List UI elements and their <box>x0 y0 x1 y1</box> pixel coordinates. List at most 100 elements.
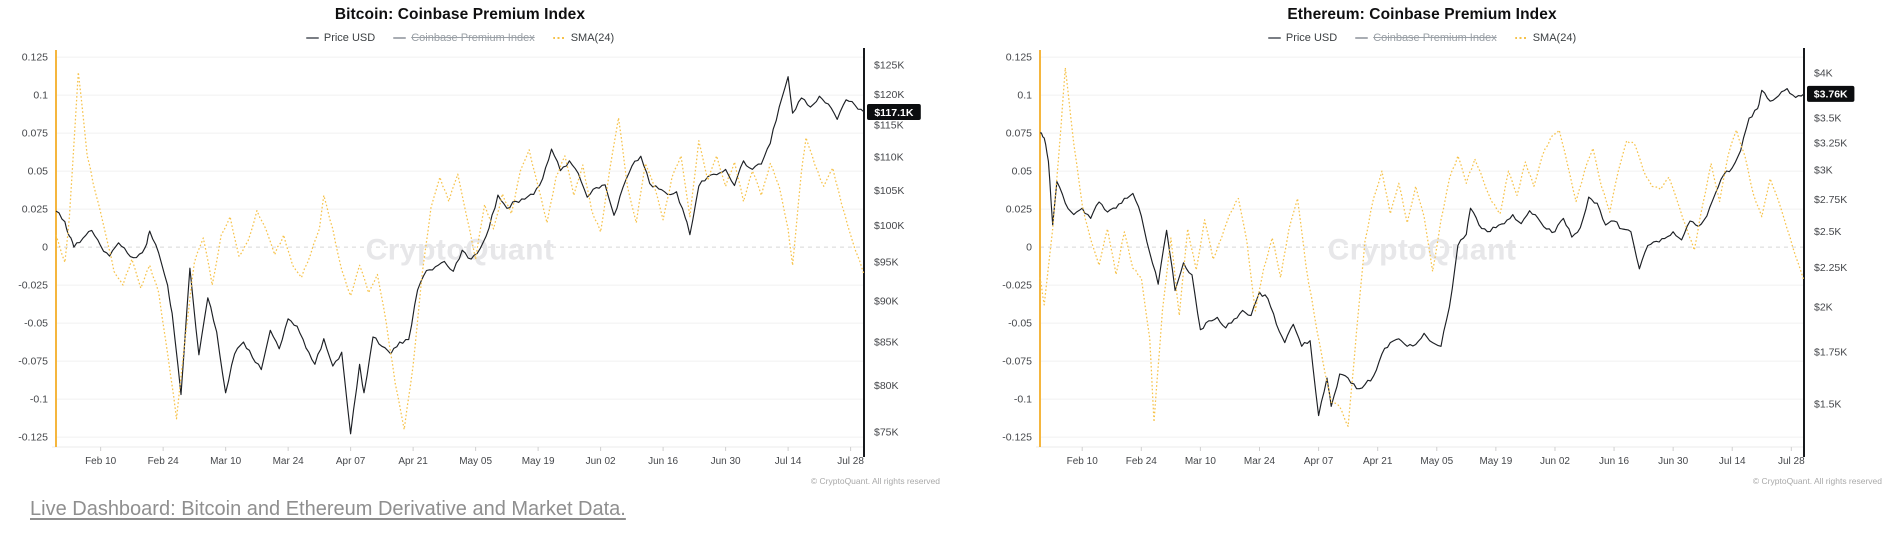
x-tick-label: Feb 24 <box>148 456 180 467</box>
premium-tick-label: -0.025 <box>1002 280 1032 292</box>
premium-tick-label: 0.025 <box>22 204 48 216</box>
watermark-text: CryptoQuant <box>1328 234 1517 267</box>
price-tick-label: $105K <box>874 185 904 197</box>
premium-tick-label: 0 <box>1026 242 1032 254</box>
price-usd-line[interactable] <box>55 76 865 435</box>
price-tick-label: $110K <box>874 151 904 163</box>
premium-tick-label: -0.05 <box>24 318 48 330</box>
x-tick-label: Feb 10 <box>1067 456 1099 467</box>
x-tick-label: Mar 10 <box>210 456 242 467</box>
price-badge <box>867 103 921 120</box>
price-tick-label: $1.75K <box>1814 347 1847 359</box>
x-tick-label: Jun 16 <box>648 456 678 467</box>
live-dashboard-link[interactable]: Live Dashboard: Bitcoin and Ethereum Der… <box>30 498 626 520</box>
x-tick-label: May 05 <box>459 456 492 467</box>
x-tick-label: May 19 <box>522 456 555 467</box>
price-tick-label: $2.25K <box>1814 262 1847 274</box>
legend-item-sma-24-[interactable]: SMA(24) <box>552 32 615 44</box>
chart-legend-bitcoin: Price USD Coinbase Premium Index SMA(24) <box>10 30 910 44</box>
price-tick-label: $3.25K <box>1814 138 1847 150</box>
chart-legend-ethereum: Price USD Coinbase Premium Index SMA(24) <box>994 30 1850 44</box>
x-tick-label: Feb 10 <box>85 456 117 467</box>
x-tick-label: Jun 02 <box>1540 456 1570 467</box>
price-tick-label: $1.5K <box>1814 399 1841 411</box>
chart-title-ethereum: Ethereum: Coinbase Premium Index <box>1287 6 1557 23</box>
price-tick-label: $85K <box>874 337 899 349</box>
price-tick-label: $90K <box>874 295 899 307</box>
premium-tick-label: 0.025 <box>1006 204 1032 216</box>
x-tick-label: Apr 07 <box>336 456 366 467</box>
price-tick-label: $80K <box>874 380 899 392</box>
x-tick-label: Jun 02 <box>586 456 616 467</box>
line-swatch-icon <box>305 37 319 39</box>
premium-tick-label: -0.025 <box>18 280 48 292</box>
price-tick-label: $3K <box>1814 165 1833 177</box>
premium-tick-label: 0.05 <box>28 166 49 178</box>
x-tick-label: Jul 28 <box>1778 456 1805 467</box>
premium-tick-label: -0.125 <box>18 432 48 444</box>
price-tick-label: $3.5K <box>1814 113 1841 125</box>
legend-label: Coinbase Premium Index <box>411 32 535 44</box>
legend-item-price-usd[interactable]: Price USD <box>1267 32 1338 44</box>
line-swatch-icon <box>1267 37 1281 39</box>
price-tick-label: $115K <box>874 119 904 131</box>
sma-line-swatch-icon <box>1514 37 1528 39</box>
x-tick-label: Mar 24 <box>273 456 305 467</box>
premium-tick-label: -0.075 <box>1002 356 1032 368</box>
chart-title-bitcoin: Bitcoin: Coinbase Premium Index <box>334 6 586 23</box>
price-badge <box>1807 85 1855 102</box>
price-badge-label: $117.1K <box>874 107 914 119</box>
price-tick-label: $95K <box>874 257 899 269</box>
legend-label: SMA(24) <box>1532 32 1577 44</box>
price-tick-label: $2.75K <box>1814 194 1847 206</box>
price-tick-label: $2.5K <box>1814 226 1841 238</box>
legend-label: Coinbase Premium Index <box>1373 32 1497 44</box>
legend-item-coinbase-premium-index[interactable]: Coinbase Premium Index <box>1355 32 1497 44</box>
premium-tick-label: -0.05 <box>1008 318 1032 330</box>
x-tick-label: Apr 21 <box>1363 456 1393 467</box>
premium-tick-label: -0.075 <box>18 356 48 368</box>
x-tick-label: Jul 14 <box>775 456 802 467</box>
legend-item-sma-24-[interactable]: SMA(24) <box>1514 32 1577 44</box>
x-tick-label: Jul 14 <box>1719 456 1746 467</box>
price-tick-label: $4K <box>1814 68 1833 80</box>
legend-label: Price USD <box>323 32 376 44</box>
premium-tick-label: 0.1 <box>1017 90 1032 102</box>
premium-tick-label: 0.05 <box>1012 166 1033 178</box>
premium-tick-label: 0.075 <box>22 128 48 140</box>
legend-label: Price USD <box>1285 32 1338 44</box>
price-tick-label: $125K <box>874 60 904 72</box>
price-tick-label: $2K <box>1814 302 1833 314</box>
legend-label: SMA(24) <box>570 32 615 44</box>
x-tick-label: Jun 16 <box>1599 456 1629 467</box>
price-tick-label: $100K <box>874 220 904 232</box>
x-tick-label: Mar 10 <box>1185 456 1217 467</box>
watermark-text: CryptoQuant <box>366 234 555 267</box>
legend-item-coinbase-premium-index[interactable]: Coinbase Premium Index <box>393 32 535 44</box>
premium-tick-label: -0.1 <box>1014 394 1032 406</box>
x-tick-label: Feb 24 <box>1126 456 1158 467</box>
x-tick-label: Jul 28 <box>837 456 864 467</box>
x-tick-label: Mar 24 <box>1244 456 1276 467</box>
premium-tick-label: 0.125 <box>22 52 48 64</box>
copyright-text: © CryptoQuant. All rights reserved <box>811 476 940 486</box>
premium-tick-label: -0.125 <box>1002 432 1032 444</box>
premium-tick-label: 0.125 <box>1006 52 1032 64</box>
x-tick-label: May 19 <box>1479 456 1512 467</box>
premium-tick-label: 0.1 <box>33 90 48 102</box>
line-swatch-icon <box>393 37 407 39</box>
price-tick-label: $75K <box>874 426 899 438</box>
price-tick-label: $120K <box>874 89 904 101</box>
x-tick-label: Jun 30 <box>711 456 741 467</box>
copyright-text: © CryptoQuant. All rights reserved <box>1753 476 1882 486</box>
x-tick-label: Apr 21 <box>398 456 428 467</box>
legend-item-price-usd[interactable]: Price USD <box>305 32 376 44</box>
x-tick-label: Jun 30 <box>1658 456 1688 467</box>
price-badge-label: $3.76K <box>1814 89 1848 101</box>
bitcoin-plot-area[interactable]: 0.125 0.1 0.075 0.05 0.025 0 -0.025 -0.05 -0.075… <box>10 46 942 506</box>
ethereum-plot-area[interactable]: 0.125 0.1 0.075 0.05 0.025 0 -0.025 -0.05 -0.075… <box>994 46 1884 506</box>
sma24-line[interactable] <box>55 71 865 431</box>
premium-tick-label: 0.075 <box>1006 128 1032 140</box>
price-usd-line[interactable] <box>1040 88 1805 417</box>
